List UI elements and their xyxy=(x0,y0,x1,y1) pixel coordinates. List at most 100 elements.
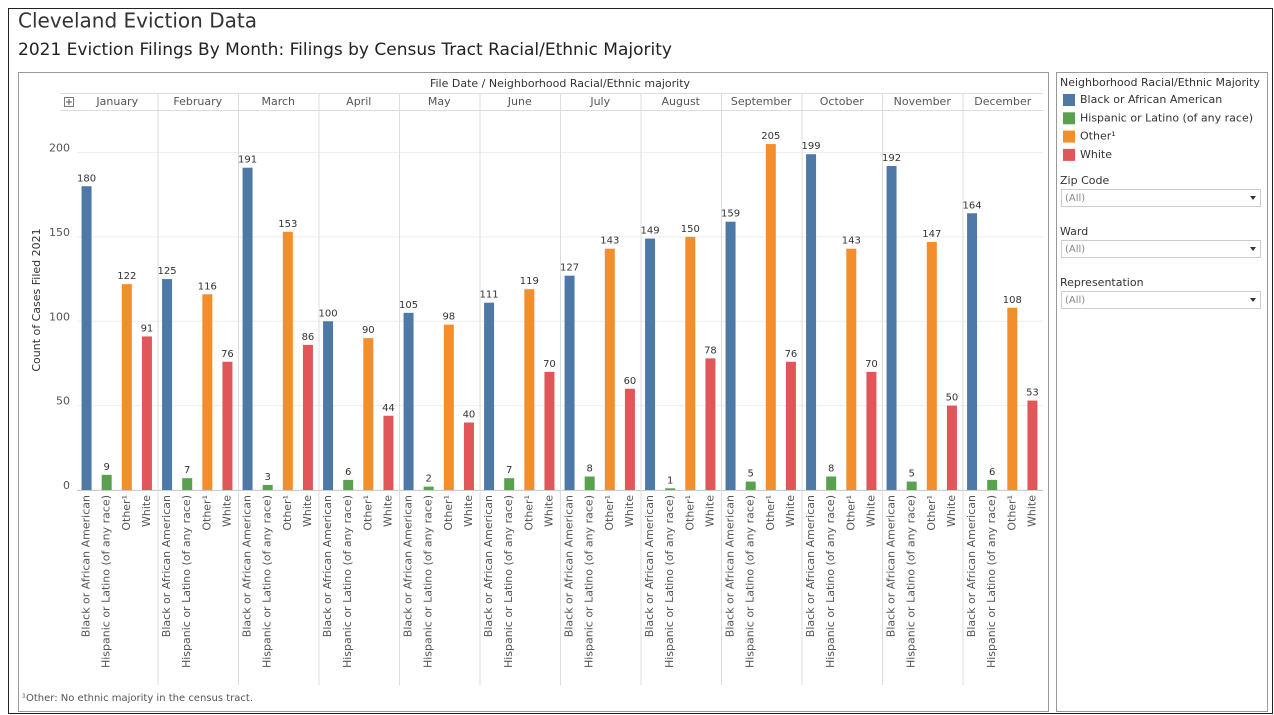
bar-category-label: Hispanic or Latino (of any race) xyxy=(905,495,918,668)
bar-category-label: Hispanic or Latino (of any race) xyxy=(422,495,435,668)
value-label: 98 xyxy=(442,312,455,323)
bar xyxy=(443,324,454,490)
bar xyxy=(826,476,837,490)
value-label: 180 xyxy=(77,173,96,184)
bar xyxy=(101,474,112,490)
frame xyxy=(8,8,1273,714)
legend-title: Neighborhood Racial/Ethnic Majority xyxy=(1060,76,1260,89)
bar xyxy=(685,236,696,490)
bar xyxy=(624,388,635,490)
value-label: 9 xyxy=(104,462,110,473)
bar-category-label: White xyxy=(1025,495,1038,527)
bar xyxy=(423,486,434,490)
bar xyxy=(645,238,656,490)
legend-label: Hispanic or Latino (of any race) xyxy=(1080,111,1253,124)
bar-category-label: White xyxy=(301,495,314,527)
filter-dropdown[interactable] xyxy=(1061,291,1261,309)
filter-value: (All) xyxy=(1065,244,1085,255)
bar xyxy=(725,221,736,490)
bar xyxy=(886,166,897,490)
filter-dropdown[interactable] xyxy=(1061,240,1261,258)
filter-label: Ward xyxy=(1060,225,1088,238)
legend-label: White xyxy=(1080,148,1112,161)
month-label: October xyxy=(820,95,864,108)
bar-category-label: Hispanic or Latino (of any race) xyxy=(341,495,354,668)
value-label: 150 xyxy=(681,224,700,235)
bar xyxy=(484,302,495,490)
bar-category-label: White xyxy=(864,495,877,527)
filter-value: (All) xyxy=(1065,295,1085,306)
dropdown-arrow xyxy=(1250,247,1256,251)
value-label: 91 xyxy=(141,323,154,334)
y-tick-label: 0 xyxy=(63,479,70,492)
bar xyxy=(202,294,213,490)
bar xyxy=(745,481,756,490)
bar xyxy=(463,422,474,490)
bar xyxy=(967,213,978,490)
bar-category-label: Other¹ xyxy=(603,495,616,531)
bar-category-label: Other¹ xyxy=(1005,495,1018,531)
bar-category-label: White xyxy=(220,495,233,527)
legend-label: Black or African American xyxy=(1080,93,1222,106)
bar xyxy=(765,144,776,490)
bar-category-label: Other¹ xyxy=(844,495,857,531)
chart-title: 2021 Eviction Filings By Month: Filings … xyxy=(18,40,672,60)
bar-category-label: White xyxy=(140,495,153,527)
value-label: 147 xyxy=(922,229,941,240)
bar xyxy=(705,358,716,490)
bar xyxy=(504,478,515,490)
value-label: 78 xyxy=(704,345,717,356)
bar xyxy=(564,275,575,490)
bar-category-label: White xyxy=(542,495,555,527)
bar-category-label: White xyxy=(381,495,394,527)
month-label: December xyxy=(974,95,1032,108)
value-label: 199 xyxy=(802,141,821,152)
month-label: June xyxy=(507,95,532,108)
bar xyxy=(987,479,998,490)
bar xyxy=(262,484,273,490)
bar xyxy=(323,321,334,490)
value-label: 108 xyxy=(1003,295,1022,306)
value-label: 5 xyxy=(748,469,754,480)
value-label: 191 xyxy=(238,155,257,166)
filter-label: Zip Code xyxy=(1060,174,1109,187)
month-label: March xyxy=(261,95,295,108)
value-label: 100 xyxy=(319,308,338,319)
value-label: 122 xyxy=(117,271,136,282)
bar-category-label: Black or African American xyxy=(724,495,737,637)
bar xyxy=(302,344,313,490)
value-label: 105 xyxy=(399,300,418,311)
value-label: 3 xyxy=(265,472,271,483)
expand-plus xyxy=(66,99,72,105)
chart-box xyxy=(18,72,1049,712)
bar xyxy=(544,371,555,490)
bar-category-label: Hispanic or Latino (of any race) xyxy=(502,495,515,668)
bar-category-label: White xyxy=(784,495,797,527)
value-label: 76 xyxy=(221,349,234,360)
bar-category-label: Black or African American xyxy=(563,495,576,637)
month-label: September xyxy=(731,95,792,108)
bar-category-label: Other¹ xyxy=(683,495,696,531)
filter-dropdown[interactable] xyxy=(1061,189,1261,207)
bar-category-label: Black or African American xyxy=(885,495,898,637)
y-tick-label: 200 xyxy=(49,142,70,155)
bar-category-label: Other¹ xyxy=(764,495,777,531)
value-label: 125 xyxy=(158,266,177,277)
bar xyxy=(866,371,877,490)
bar-category-label: Other¹ xyxy=(120,495,133,531)
y-tick-label: 50 xyxy=(56,395,70,408)
value-label: 111 xyxy=(480,290,499,301)
bar-category-label: Hispanic or Latino (of any race) xyxy=(100,495,113,668)
bar-category-label: Other¹ xyxy=(200,495,213,531)
dropdown-arrow xyxy=(1250,298,1256,302)
month-label: February xyxy=(173,95,222,108)
bar xyxy=(141,336,152,490)
value-label: 76 xyxy=(785,349,798,360)
bar xyxy=(926,241,937,490)
bar xyxy=(403,312,414,490)
value-label: 159 xyxy=(721,209,740,220)
bar xyxy=(806,154,817,490)
bar-category-label: White xyxy=(623,495,636,527)
legend-swatch xyxy=(1063,130,1075,143)
value-label: 40 xyxy=(463,410,476,421)
